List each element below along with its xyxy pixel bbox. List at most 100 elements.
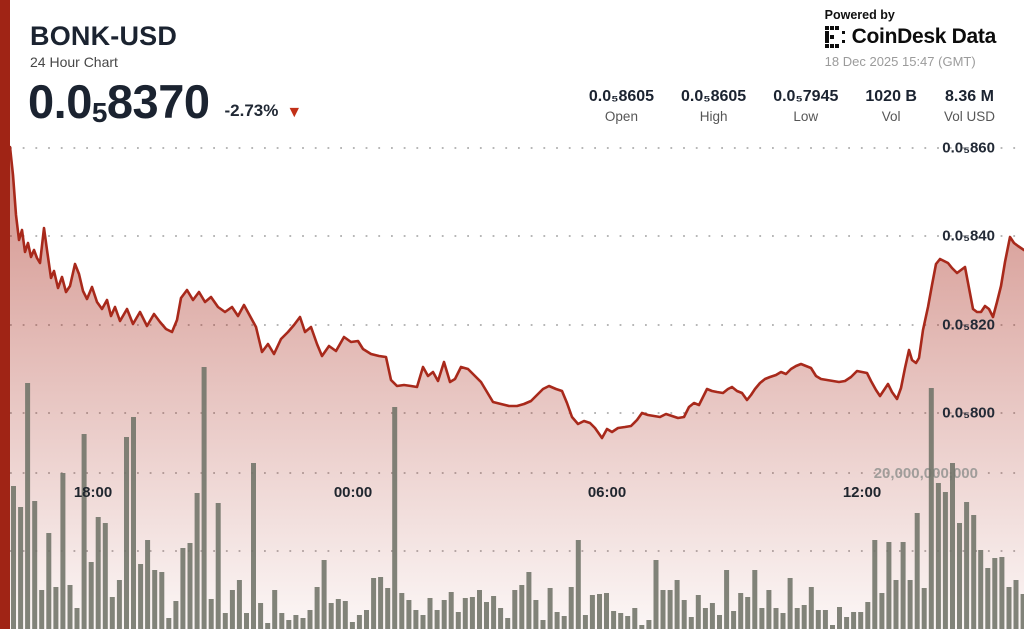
- volume-bar: [794, 608, 800, 629]
- volume-bar: [392, 407, 398, 629]
- volume-bar: [201, 367, 207, 629]
- volume-bar: [575, 540, 581, 629]
- volume-bar: [173, 601, 179, 629]
- volume-bar: [1006, 587, 1012, 629]
- stat-value: 0.0₅8605: [681, 88, 747, 105]
- volume-bar: [434, 610, 440, 629]
- volume-bar: [18, 507, 24, 629]
- page-title: BONK-USD: [30, 21, 178, 51]
- coindesk-logo-icon: [824, 26, 845, 48]
- volume-bar: [131, 417, 136, 629]
- volume-bar: [251, 463, 256, 629]
- volume-bar: [667, 590, 673, 629]
- stat-label: Vol: [881, 109, 901, 124]
- stat-label: Low: [793, 109, 819, 124]
- volume-bar: [180, 548, 186, 629]
- price-line: [8, 145, 1024, 440]
- volume-bar: [469, 597, 475, 629]
- stat-label: High: [699, 109, 728, 124]
- stat-high: 0.0₅8605 High: [681, 88, 746, 124]
- volume-bar: [717, 615, 722, 629]
- volume-bar: [745, 597, 751, 629]
- volume-bar: [830, 625, 835, 629]
- volume-bar: [258, 603, 264, 629]
- volume-bar: [102, 523, 108, 629]
- volume-bar: [738, 593, 744, 629]
- volume-bar: [152, 570, 158, 629]
- volume-bar: [865, 602, 871, 629]
- volume-bar: [321, 560, 327, 629]
- volume-bar: [568, 587, 574, 629]
- volume-bar: [293, 615, 299, 629]
- x-axis-time-label: 06:00: [587, 484, 627, 501]
- volume-bar: [907, 580, 913, 629]
- price-subscript: 5: [91, 97, 108, 128]
- volume-bar: [801, 605, 807, 629]
- volume-bar: [420, 615, 426, 629]
- y-axis-price-label: 0.0₅860: [942, 139, 995, 157]
- volume-bar: [448, 592, 454, 629]
- volume-bar: [124, 437, 129, 629]
- volume-bar: [187, 543, 193, 629]
- volume-bar: [53, 587, 59, 629]
- chart-header: BONK-USD 24 Hour Chart: [30, 21, 178, 69]
- brand-name: CoinDesk: [851, 25, 947, 48]
- volume-bar: [335, 599, 341, 629]
- volume-bar: [413, 610, 419, 629]
- volume-bar: [307, 610, 313, 629]
- volume-bar: [900, 542, 906, 629]
- volume-bar: [505, 618, 511, 629]
- current-price-row: 0.058370 -2.73% ▼: [28, 75, 302, 128]
- x-axis-time-label: 00:00: [333, 484, 373, 501]
- volume-bar: [837, 607, 842, 629]
- volume-bar: [554, 612, 560, 629]
- volume-bar: [145, 540, 151, 629]
- volume-bar: [851, 612, 857, 629]
- volume-bar: [455, 612, 461, 629]
- volume-bar: [611, 611, 617, 629]
- volume-bar: [971, 515, 977, 629]
- volume-bar: [60, 473, 66, 629]
- volume-bar: [46, 533, 52, 629]
- powered-by-label: Powered by: [824, 8, 895, 22]
- stat-open: 0.0₅8605 Open: [589, 88, 654, 124]
- volume-bar: [215, 503, 221, 629]
- volume-bar: [116, 580, 122, 629]
- volume-bar: [632, 608, 638, 629]
- volume-bar: [39, 590, 45, 629]
- volume-bar: [427, 598, 433, 629]
- volume-bar: [582, 615, 588, 629]
- volume-bar: [399, 593, 405, 629]
- left-accent-bar: [0, 0, 10, 629]
- volume-bar: [935, 483, 941, 629]
- volume-bar: [964, 502, 970, 629]
- volume-bar: [32, 501, 38, 629]
- volume-bar: [674, 580, 680, 629]
- volume-bar: [618, 613, 624, 629]
- volume-bar: [709, 603, 715, 629]
- stat-value: 8.36 M: [945, 88, 994, 105]
- volume-bar: [858, 612, 864, 629]
- volume-bar: [893, 580, 899, 629]
- volume-bar: [349, 622, 355, 629]
- stat-label: Open: [604, 109, 638, 124]
- volume-bar: [808, 587, 814, 629]
- volume-bar: [752, 570, 758, 629]
- volume-bar: [272, 590, 278, 629]
- volume-bar: [886, 542, 892, 629]
- price-digits: 8370: [106, 75, 210, 128]
- coindesk-logo[interactable]: CoinDesk Data: [824, 25, 997, 49]
- volume-bar: [950, 463, 955, 629]
- volume-bar: [81, 434, 87, 629]
- stat-value: 1020 B: [865, 88, 917, 105]
- volume-bar: [547, 588, 553, 629]
- coindesk-logo-text: CoinDesk Data: [851, 25, 997, 49]
- stat-vol: 1020 B Vol: [865, 88, 917, 124]
- y-axis-price-label: 0.0₅820: [942, 316, 995, 334]
- volume-bar: [229, 590, 235, 629]
- volume-bar: [815, 610, 821, 629]
- volume-bar: [279, 613, 285, 629]
- price-prefix: 0.0: [28, 75, 92, 128]
